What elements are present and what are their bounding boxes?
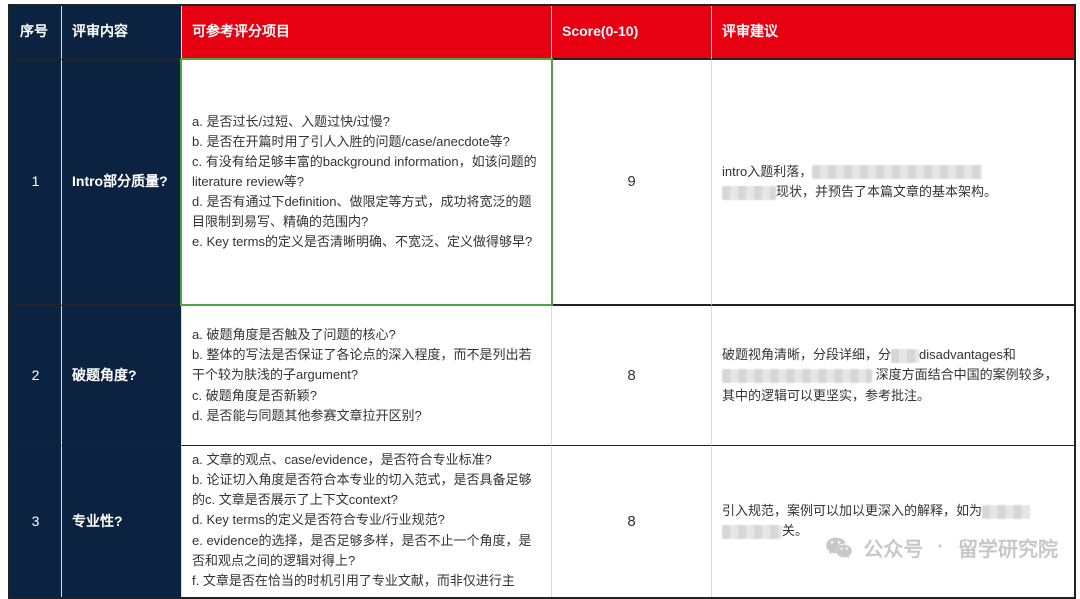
cell-score: 9 [552, 60, 712, 306]
cell-reference: a. 文章的观点、case/evidence，是否符合专业标准?b. 论证切入角… [182, 446, 552, 597]
col-header-suggestion: 评审建议 [712, 6, 1074, 60]
cell-score: 8 [552, 446, 712, 597]
cell-reference: a. 破题角度是否触及了问题的核心?b. 整体的写法是否保证了各论点的深入程度，… [182, 306, 552, 446]
col-header-score: Score(0-10) [552, 6, 712, 60]
table-row: 3 专业性? a. 文章的观点、case/evidence，是否符合专业标准?b… [10, 446, 1074, 597]
sugg-text: 现状，并预告了本篇文章的基本架构。 [776, 184, 997, 199]
review-table: 序号 评审内容 可参考评分项目 Score(0-10) 评审建议 1 Intro… [8, 4, 1076, 599]
redacted-span [722, 525, 782, 539]
table-header-row: 序号 评审内容 可参考评分项目 Score(0-10) 评审建议 [10, 6, 1074, 60]
redacted-span [982, 505, 1030, 519]
col-header-topic: 评审内容 [62, 6, 182, 60]
sugg-text: disadvantages和 [919, 347, 1016, 362]
cell-index: 1 [10, 60, 62, 306]
cell-topic: 破题角度? [62, 306, 182, 446]
table-row: 2 破题角度? a. 破题角度是否触及了问题的核心?b. 整体的写法是否保证了各… [10, 306, 1074, 446]
cell-suggestion: 引入规范，案例可以加以更深入的解释，如为 关。 [712, 446, 1074, 597]
cell-score: 8 [552, 306, 712, 446]
table-row: 1 Intro部分质量? a. 是否过长/过短、入题过快/过慢?b. 是否在开篇… [10, 60, 1074, 306]
sugg-text: 破题视角清晰，分段详细，分 [722, 347, 891, 362]
redacted-span [722, 369, 872, 383]
redacted-span [891, 349, 919, 363]
col-header-index: 序号 [10, 6, 62, 60]
cell-reference[interactable]: a. 是否过长/过短、入题过快/过慢?b. 是否在开篇时用了引人入胜的问题/ca… [182, 60, 552, 306]
cell-topic: Intro部分质量? [62, 60, 182, 306]
redacted-span [812, 165, 982, 179]
col-header-reference: 可参考评分项目 [182, 6, 552, 60]
cell-suggestion: intro入题利落， 现状，并预告了本篇文章的基本架构。 [712, 60, 1074, 306]
sugg-text: intro入题利落， [722, 164, 812, 179]
cell-index: 3 [10, 446, 62, 597]
redacted-span [722, 186, 776, 200]
cell-index: 2 [10, 306, 62, 446]
sugg-text: 引入规范，案例可以加以更深入的解释，如为 [722, 503, 982, 518]
cell-suggestion: 破题视角清晰，分段详细，分disadvantages和 深度方面结合中国的案例较… [712, 306, 1074, 446]
cell-topic: 专业性? [62, 446, 182, 597]
sugg-text: 关。 [782, 523, 808, 538]
